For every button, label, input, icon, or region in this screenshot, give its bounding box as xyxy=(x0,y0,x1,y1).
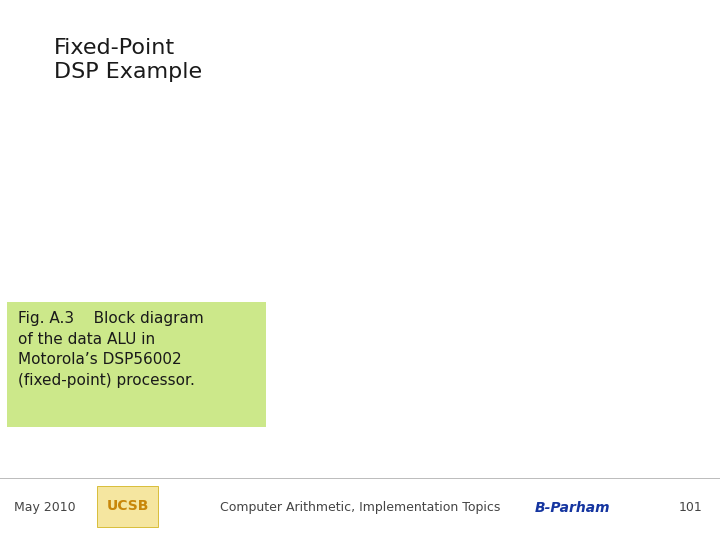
FancyBboxPatch shape xyxy=(7,302,266,427)
Text: B-Parham: B-Parham xyxy=(534,501,611,515)
Text: 101: 101 xyxy=(678,501,702,514)
FancyBboxPatch shape xyxy=(97,486,158,526)
Text: May 2010: May 2010 xyxy=(14,501,76,514)
Text: Fixed-Point
DSP Example: Fixed-Point DSP Example xyxy=(54,38,202,82)
Text: Computer Arithmetic, Implementation Topics: Computer Arithmetic, Implementation Topi… xyxy=(220,501,500,514)
Text: UCSB: UCSB xyxy=(107,499,149,513)
Text: Fig. A.3    Block diagram
of the data ALU in
Motorola’s DSP56002
(fixed-point) p: Fig. A.3 Block diagram of the data ALU i… xyxy=(18,310,204,388)
